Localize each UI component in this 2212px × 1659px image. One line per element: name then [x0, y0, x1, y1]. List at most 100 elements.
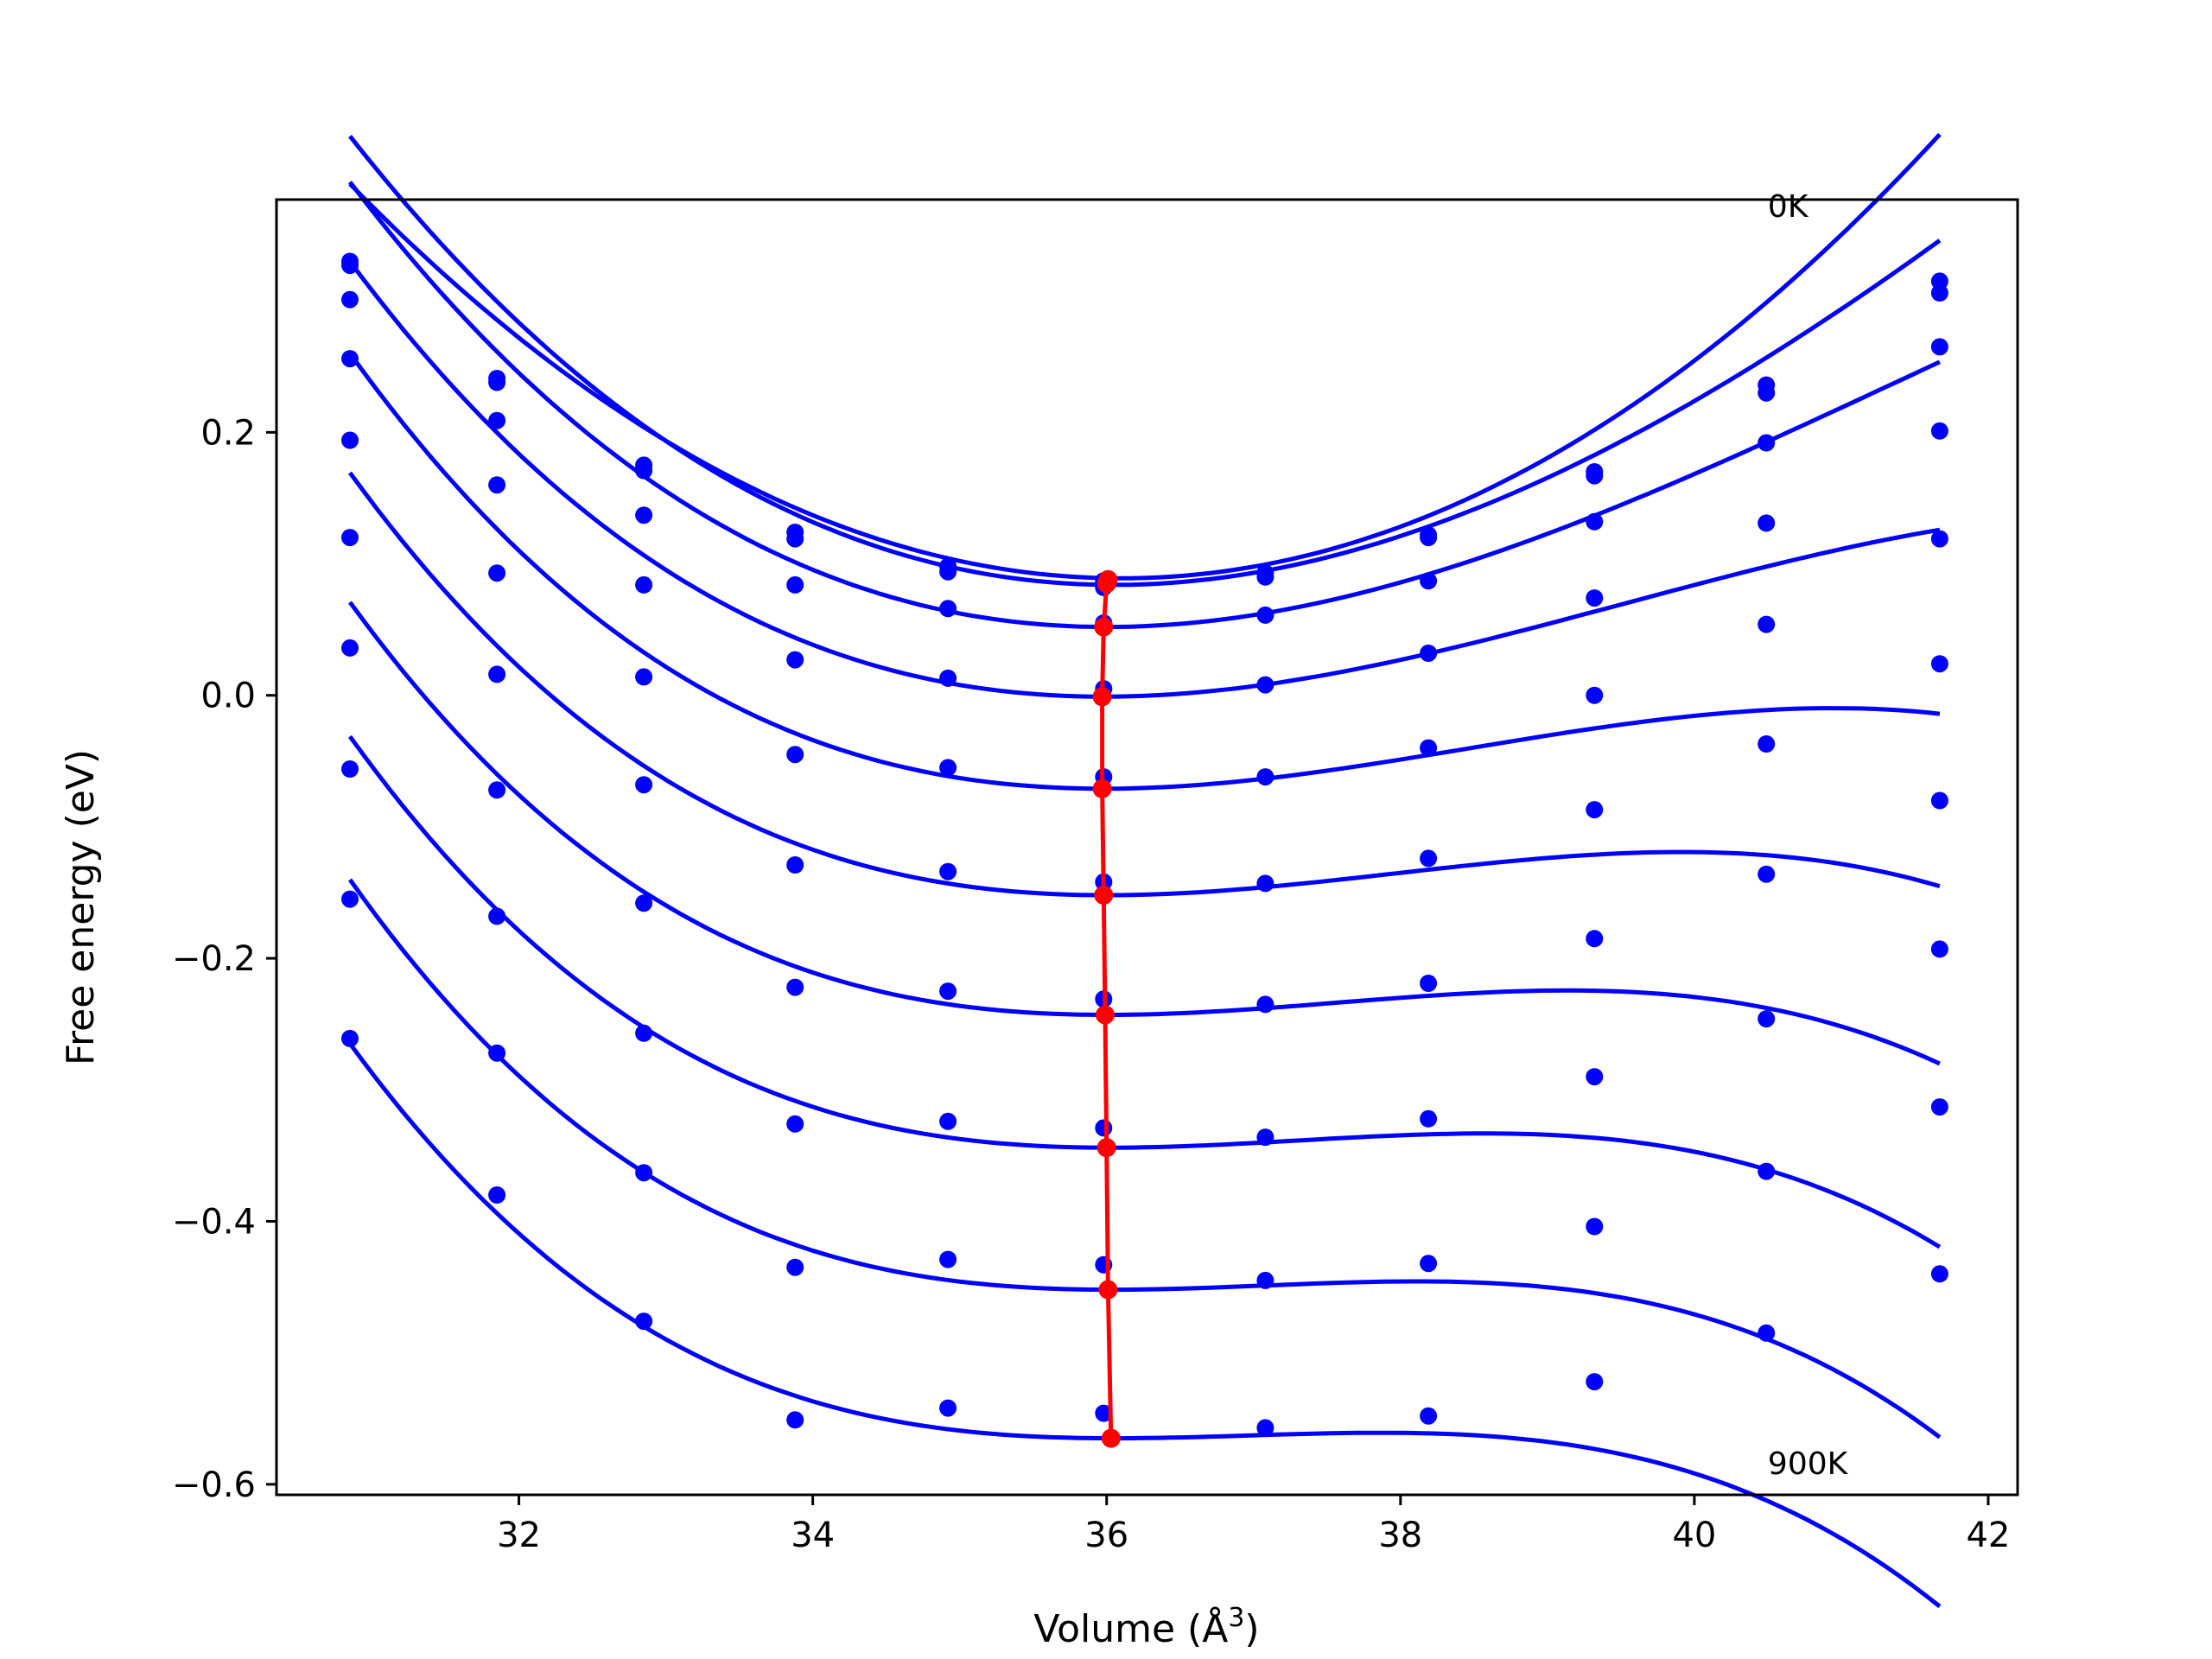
data-point-5-10: [1930, 655, 1948, 673]
equilibrium-point-6: [1096, 1005, 1115, 1025]
data-point-9-6: [1256, 1419, 1274, 1437]
fit-curve-5: [347, 471, 1941, 898]
y-tick-label-1: −0.4: [172, 1202, 256, 1242]
data-point-5-3: [786, 856, 804, 874]
data-point-9-9: [1758, 1324, 1776, 1342]
data-point-5-0: [341, 529, 359, 547]
fit-curve-4: [347, 352, 1941, 791]
fit-curve-0: [348, 132, 1942, 581]
data-point-4-0: [341, 431, 359, 449]
data-point-7-7: [1420, 1109, 1438, 1128]
data-point-7-10: [1930, 940, 1948, 958]
equilibrium-point-3: [1092, 687, 1112, 707]
data-point-3-1: [488, 476, 506, 494]
data-point-6-9: [1758, 865, 1776, 883]
annotation-1: 900K: [1768, 1446, 1849, 1482]
data-point-2-9: [1758, 434, 1776, 452]
data-point-3-4: [939, 669, 957, 687]
plot-area: [341, 132, 1948, 1609]
data-point-5-7: [1420, 849, 1438, 868]
data-point-7-4: [939, 1112, 957, 1130]
data-point-6-3: [786, 978, 804, 996]
data-point-4-7: [1420, 739, 1438, 757]
data-point-8-9: [1758, 1162, 1776, 1180]
fit-curve-3: [348, 260, 1941, 699]
data-point-1-7: [1420, 529, 1438, 547]
data-point-2-1: [488, 411, 506, 429]
y-axis-label: Free energy (eV): [59, 749, 103, 1065]
data-point-2-0: [341, 290, 359, 308]
data-point-3-2: [635, 575, 653, 594]
data-point-4-4: [939, 759, 957, 777]
data-point-9-1: [488, 1186, 506, 1204]
data-point-9-4: [939, 1399, 957, 1417]
data-point-2-10: [1930, 338, 1948, 356]
data-point-4-2: [635, 668, 653, 686]
data-point-2-2: [635, 506, 653, 524]
data-point-8-1: [488, 1044, 506, 1062]
data-point-2-6: [1256, 606, 1274, 624]
data-point-3-3: [786, 651, 804, 669]
data-point-7-0: [341, 760, 359, 778]
data-point-1-6: [1256, 568, 1274, 586]
data-point-4-3: [786, 746, 804, 764]
x-tick-label-5: 42: [1967, 1516, 2011, 1555]
data-point-2-7: [1420, 572, 1438, 590]
equilibrium-point-5: [1094, 886, 1114, 905]
y-tick-label-0: −0.6: [172, 1465, 256, 1505]
data-point-1-9: [1758, 384, 1776, 402]
data-point-3-9: [1758, 514, 1776, 532]
data-point-1-0: [341, 257, 359, 275]
y-tick-label-2: −0.2: [172, 939, 256, 979]
data-point-4-10: [1930, 530, 1948, 548]
data-point-9-0: [341, 1029, 359, 1047]
data-point-3-8: [1586, 589, 1604, 607]
data-point-5-1: [488, 665, 506, 683]
x-tick-label-3: 38: [1378, 1516, 1422, 1555]
equilibrium-point-2: [1094, 617, 1114, 637]
data-point-7-5: [1095, 1119, 1113, 1137]
data-point-4-9: [1758, 615, 1776, 633]
data-point-5-2: [635, 776, 653, 794]
annotations: 0K 900K: [1768, 189, 1849, 1482]
data-point-3-10: [1930, 422, 1948, 440]
plot-frame: [275, 198, 2019, 1497]
data-point-9-5: [1095, 1404, 1113, 1422]
fit-curve-7: [347, 734, 1942, 1249]
data-point-8-2: [635, 1164, 653, 1182]
data-point-9-7: [1420, 1407, 1438, 1425]
data-point-3-0: [341, 350, 359, 368]
data-point-2-8: [1586, 512, 1604, 531]
data-point-4-6: [1256, 768, 1274, 786]
data-point-9-8: [1586, 1373, 1604, 1391]
data-point-8-3: [786, 1258, 804, 1276]
data-point-1-1: [488, 373, 506, 391]
data-point-8-7: [1420, 1255, 1438, 1273]
x-tick-label-0: 32: [497, 1516, 541, 1555]
data-point-6-0: [341, 639, 359, 657]
data-point-2-3: [786, 575, 804, 594]
data-point-7-9: [1758, 1010, 1776, 1028]
data-point-7-1: [488, 907, 506, 925]
data-point-8-10: [1930, 1098, 1948, 1116]
equilibrium-point-1: [1096, 574, 1116, 594]
data-point-4-1: [488, 564, 506, 582]
data-point-1-3: [786, 530, 804, 548]
x-axis-label: Volume (Å3): [1033, 1603, 1259, 1651]
data-point-5-6: [1256, 874, 1274, 893]
fit-curve-8: [347, 878, 1942, 1440]
annotation-0: 0K: [1768, 189, 1809, 225]
data-point-7-2: [635, 1024, 653, 1042]
data-point-6-7: [1420, 975, 1438, 992]
data-point-7-8: [1586, 1068, 1604, 1086]
equilibrium-point-7: [1096, 1138, 1116, 1158]
fit-curve-1: [348, 135, 1942, 588]
data-point-4-8: [1586, 686, 1604, 704]
equilibrium-line: [1100, 578, 1114, 1439]
x-tick-label-4: 40: [1672, 1516, 1716, 1555]
data-point-5-4: [939, 862, 957, 880]
fit-curve-2: [348, 181, 1941, 630]
data-point-6-8: [1586, 930, 1604, 948]
data-point-3-7: [1420, 645, 1438, 662]
